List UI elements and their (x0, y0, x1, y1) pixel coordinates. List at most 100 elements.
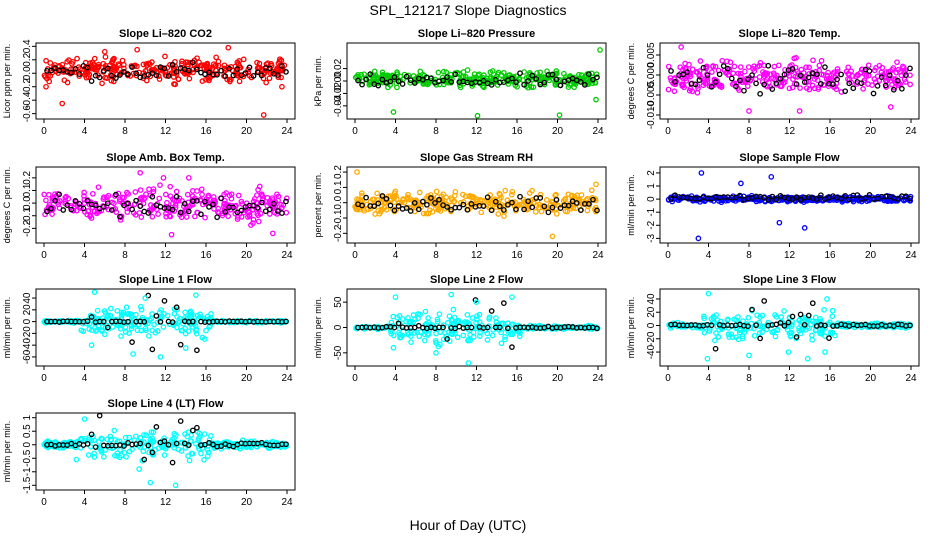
outlier-point (134, 46, 140, 53)
data-point (140, 70, 147, 76)
data-point (130, 70, 137, 77)
data-point (132, 433, 139, 440)
data-point (174, 313, 180, 320)
data-point-black (96, 413, 103, 419)
data-point (99, 328, 105, 334)
data-point (680, 82, 687, 89)
data-point-black (108, 207, 115, 213)
y-tick-label: 20 (22, 304, 33, 316)
data-point-black (100, 204, 107, 210)
data-point (238, 198, 245, 205)
y-tick-label: -0.2 (333, 224, 344, 242)
data-point-black (886, 72, 893, 79)
x-tick-label: 8 (122, 373, 128, 384)
data-point (107, 305, 114, 312)
data-point (85, 452, 92, 458)
data-point (774, 327, 780, 334)
data-point-black (894, 77, 901, 84)
data-point-black (246, 64, 253, 71)
data-point (788, 323, 795, 329)
data-point (185, 453, 191, 459)
data-point (829, 307, 836, 314)
data-point (516, 333, 523, 340)
outlier-point (142, 295, 149, 301)
y-tick-label: -20 (646, 331, 657, 346)
data-point (188, 432, 194, 438)
data-point (737, 70, 744, 77)
data-point (516, 201, 523, 208)
data-point-black (773, 80, 780, 87)
data-point (126, 330, 132, 336)
data-point-black (153, 72, 160, 79)
data-point (258, 192, 265, 198)
outlier-point (549, 233, 556, 240)
y-axis-label: ml/min per min. (313, 297, 323, 359)
y-axis-label: Licor ppm per min. (2, 44, 12, 119)
data-point (727, 59, 734, 66)
outlier-point (59, 100, 66, 107)
data-point (201, 431, 208, 437)
y-tick-label: -0.6 (22, 105, 33, 123)
outlier-point (801, 225, 808, 231)
data-point (146, 449, 152, 456)
x-tick-label: 0 (41, 497, 47, 508)
data-point (143, 432, 150, 439)
data-point-black (484, 324, 491, 331)
data-point (150, 188, 157, 195)
data-point-black (492, 76, 499, 83)
data-point (354, 206, 361, 213)
data-point (433, 188, 440, 195)
y-tick-label: -1 (22, 467, 33, 476)
data-point (185, 328, 192, 335)
data-point (712, 337, 718, 344)
data-point-black (202, 198, 208, 205)
data-point-black (387, 202, 394, 209)
data-point (502, 187, 509, 194)
data-point (156, 76, 163, 82)
data-point-black (173, 193, 180, 200)
data-point-black (84, 197, 91, 204)
data-point-black (553, 76, 560, 83)
data-point (584, 195, 591, 202)
data-point (199, 334, 206, 341)
data-point (170, 74, 177, 80)
data-point-black (173, 304, 180, 311)
data-point (374, 190, 381, 197)
data-point (100, 60, 107, 67)
data-point (162, 53, 168, 60)
data-point-black (854, 192, 861, 198)
data-point (198, 186, 205, 193)
data-points (352, 47, 603, 119)
x-tick-label: 8 (746, 126, 752, 137)
data-point (383, 206, 390, 213)
data-point-black (700, 64, 707, 71)
data-point-black (789, 313, 796, 320)
panel-title: Slope Line 1 Flow (119, 274, 212, 286)
data-point (825, 69, 831, 76)
y-tick-label: -3 (646, 234, 657, 243)
data-point (188, 450, 195, 457)
data-point (454, 334, 461, 341)
outlier-point (746, 352, 752, 359)
data-point-black (822, 64, 828, 70)
data-point (171, 435, 177, 442)
data-point-black (728, 75, 735, 82)
x-tick-label: 0 (41, 373, 47, 384)
data-point-black (375, 82, 382, 89)
data-point (203, 317, 210, 324)
data-point-black (100, 67, 107, 74)
data-point (202, 214, 208, 221)
data-point-black (48, 67, 54, 74)
data-point (470, 194, 477, 200)
data-point (105, 312, 111, 319)
data-point-black (407, 77, 414, 84)
data-point-black (137, 203, 144, 209)
data-point (359, 190, 365, 196)
data-point-black (594, 74, 600, 81)
data-point (553, 211, 560, 217)
y-tick-label: -40 (22, 337, 33, 352)
data-point-black (270, 200, 277, 207)
data-point-black (521, 206, 527, 213)
outlier-point (182, 345, 189, 351)
data-point (182, 309, 188, 316)
